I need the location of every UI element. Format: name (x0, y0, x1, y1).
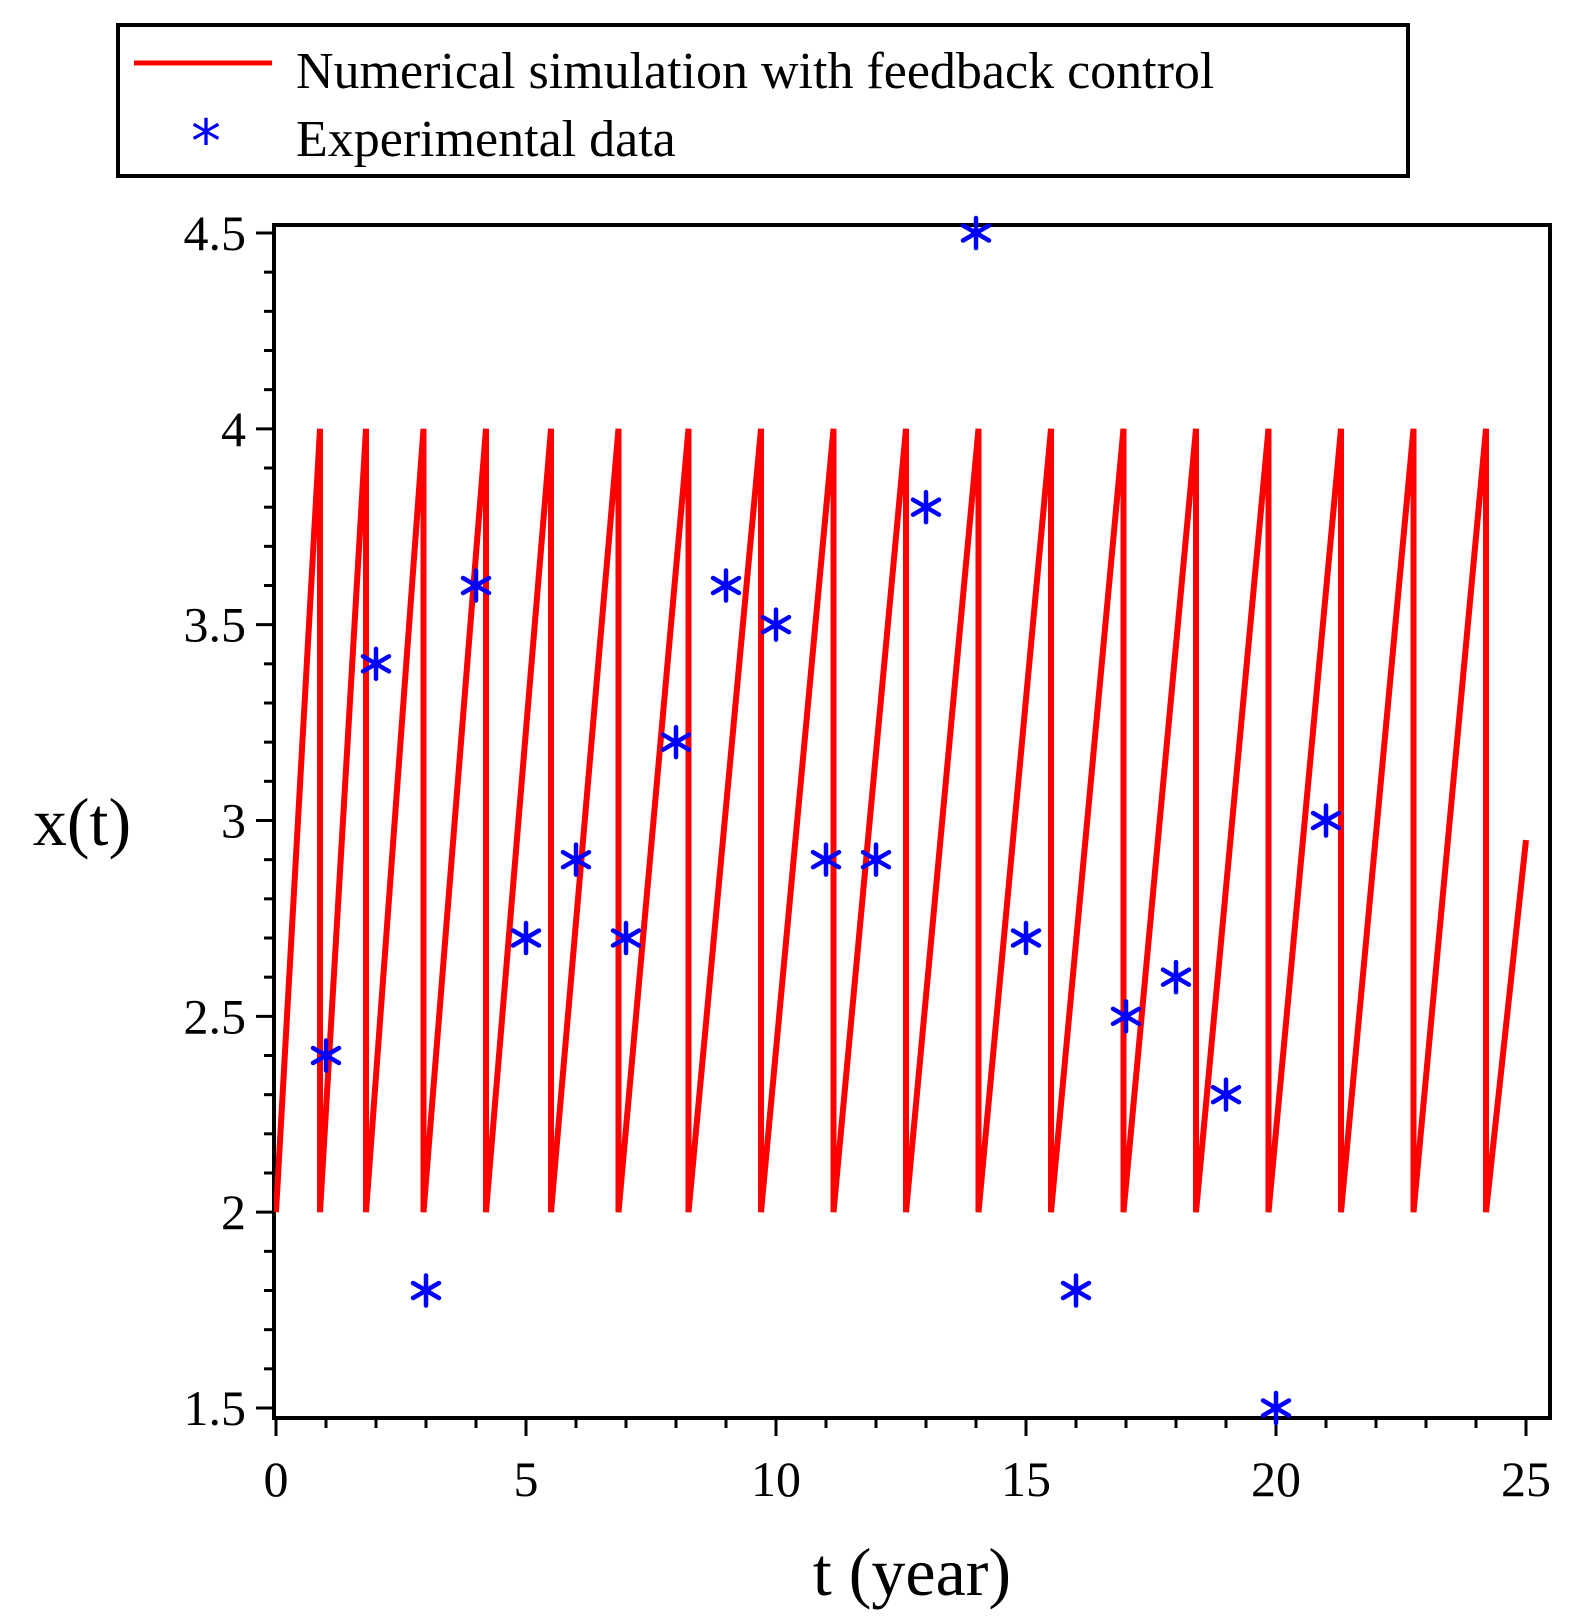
data-point (460, 568, 492, 603)
data-point (860, 842, 892, 877)
x-tick-label: 10 (751, 1451, 801, 1507)
legend: Numerical simulation with feedback contr… (116, 23, 1410, 178)
experimental-series (310, 215, 1342, 1426)
y-axis-title: x(t) (33, 784, 131, 860)
data-point (610, 920, 642, 956)
x-tick-label: 0 (264, 1451, 289, 1507)
plot-frame (272, 223, 1552, 1420)
x-axis-title: t (year) (813, 1534, 1011, 1610)
x-axis-ticks: 0 5 10 15 20 25 (264, 1418, 1551, 1507)
y-tick-label: 4.5 (184, 205, 247, 261)
x-tick-label: 5 (514, 1451, 539, 1507)
data-point (1160, 959, 1192, 995)
legend-label-simulation: Numerical simulation with feedback contr… (296, 43, 1214, 100)
data-point (410, 1273, 442, 1308)
legend-label-experimental: Experimental data (296, 111, 676, 168)
data-point (560, 842, 592, 877)
data-point (1310, 803, 1342, 838)
legend-box (116, 23, 1410, 178)
x-tick-label: 15 (1001, 1451, 1051, 1507)
data-point (810, 842, 842, 877)
data-point (1010, 920, 1042, 956)
data-point (960, 215, 992, 251)
y-tick-label: 2 (221, 1184, 246, 1240)
data-point (360, 646, 392, 682)
data-point (1060, 1273, 1092, 1308)
y-tick-label: 4 (221, 401, 246, 457)
data-point (1260, 1390, 1292, 1426)
data-point (910, 489, 942, 525)
legend-star-swatch: * (191, 107, 221, 177)
y-tick-label: 2.5 (184, 988, 247, 1044)
x-tick-label: 25 (1501, 1451, 1551, 1507)
x-tick-label: 20 (1251, 1451, 1301, 1507)
data-point (1210, 1077, 1242, 1112)
simulation-line (274, 428, 1529, 1213)
data-point (310, 1038, 342, 1073)
y-tick-label: 3 (221, 793, 246, 849)
data-point (660, 724, 692, 760)
data-point (710, 568, 742, 603)
y-tick-label: 3.5 (184, 597, 247, 653)
data-point (510, 920, 542, 956)
data-point (760, 607, 792, 642)
simulation-series (274, 428, 1529, 1213)
y-axis-ticks: 1.5 2 2.5 3 3.5 4 4.5 (184, 205, 274, 1436)
data-point (1110, 999, 1142, 1034)
y-tick-label: 1.5 (184, 1380, 247, 1436)
